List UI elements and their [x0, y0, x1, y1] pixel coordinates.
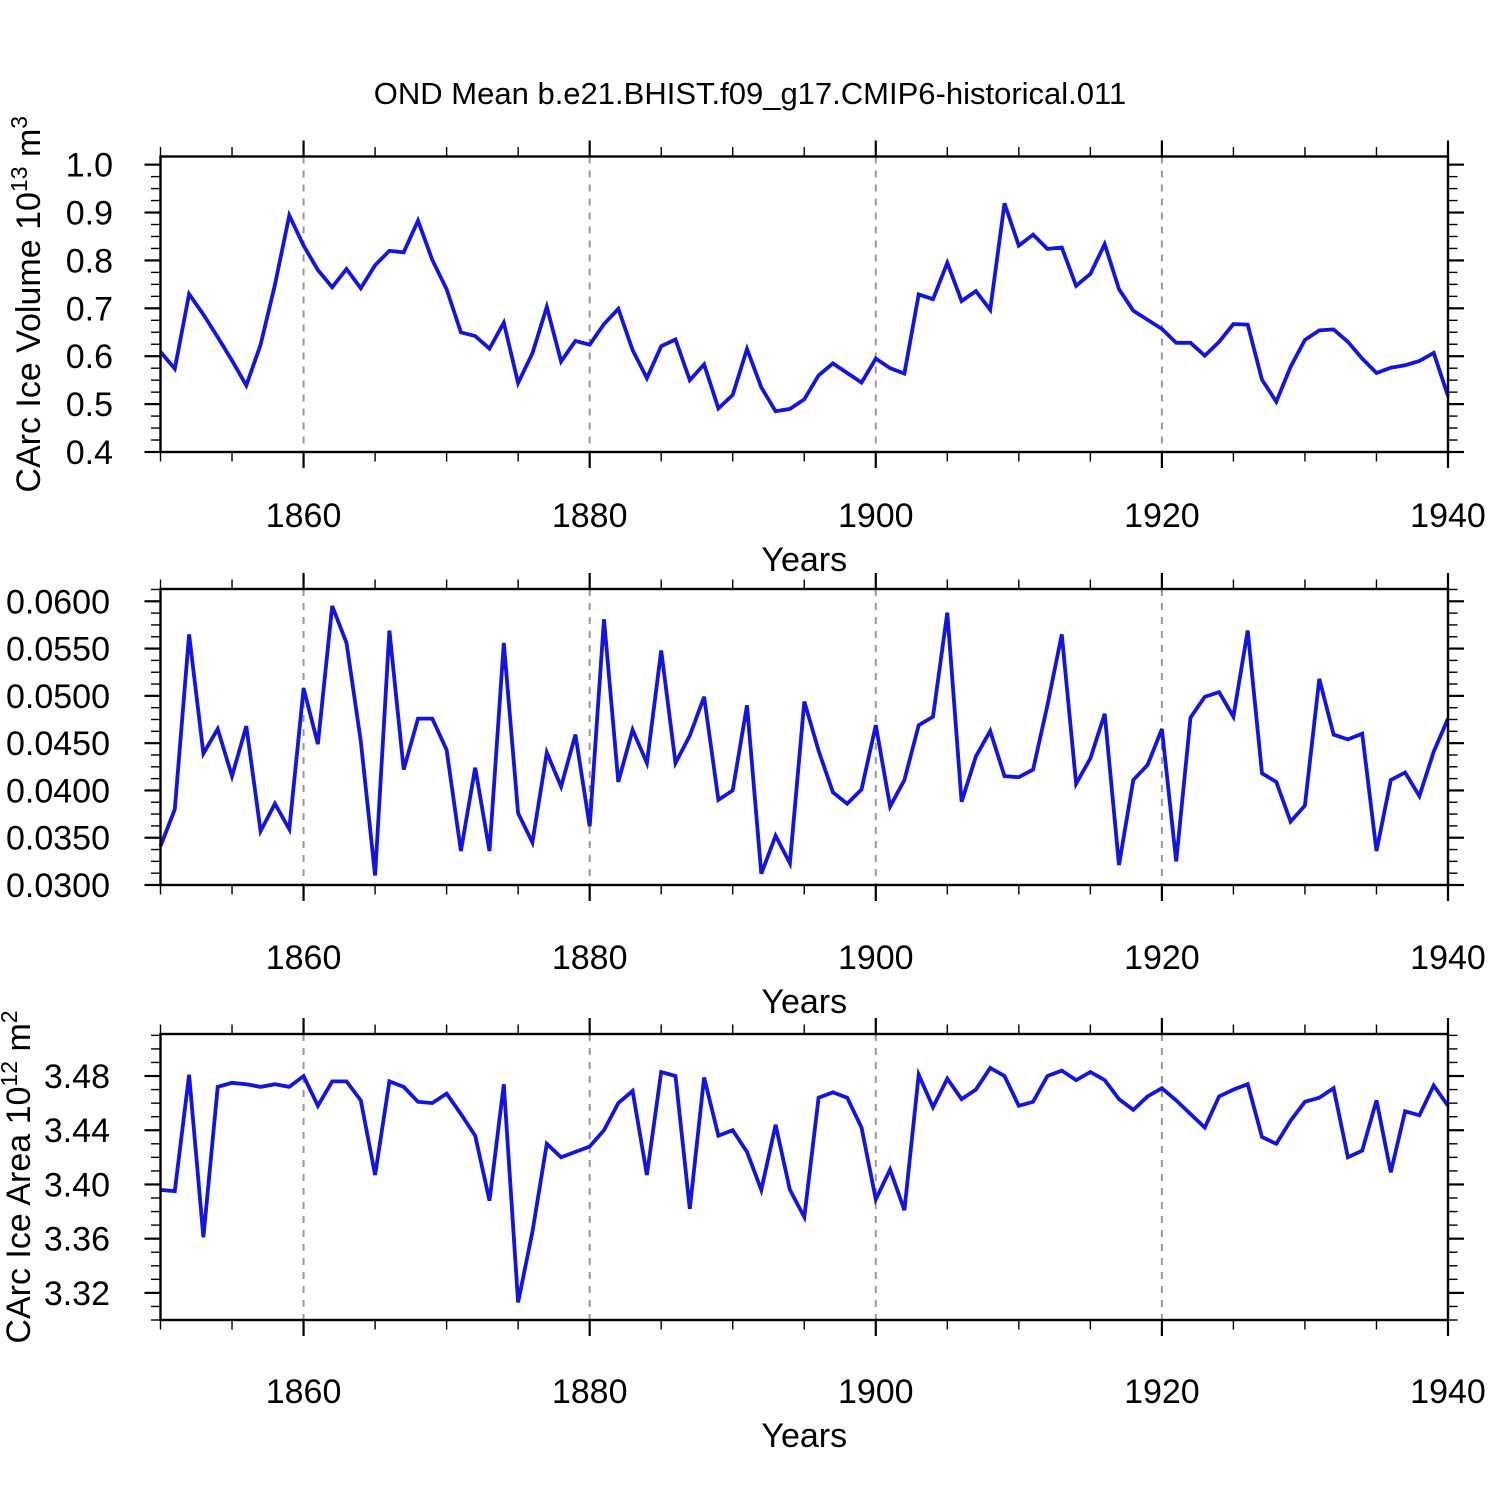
ice-volume-x-axis-title: Years	[761, 541, 847, 579]
ice-middle-ytick-label: 0.0450	[6, 725, 110, 763]
ice-middle-ytick-label: 0.0300	[6, 867, 110, 905]
panel-ice-middle: 0.0300 0.0350 0.0400 0.0450 0.0500 0.0550 0.06…	[6, 573, 1486, 1021]
ice-middle-series-line	[158, 605, 1450, 876]
ice-middle-y-ticks	[144, 588, 1464, 887]
ice-area-ytick-label: 3.44	[44, 1112, 110, 1150]
ice-area-ytick-label: 3.48	[44, 1058, 110, 1096]
panel-ice-area: 3.32 3.36 3.40 3.44 3.48 1860 1880 1900 1920 1940…	[0, 1010, 1486, 1455]
ice-area-xtick-label: 1860	[266, 1373, 342, 1411]
ice-volume-y-axis-title: CArc Ice Volume 1013 m3	[6, 116, 48, 493]
ice-volume-plot-box	[159, 155, 1450, 454]
ice-volume-xtick-label: 1880	[552, 497, 628, 535]
ice-volume-ytick-label: 1.0	[66, 147, 113, 185]
ice-volume-ytick-label: 0.9	[66, 195, 113, 233]
ice-middle-ytick-label: 0.0500	[6, 678, 110, 716]
ice-area-ytick-label: 3.40	[44, 1166, 110, 1204]
ice-volume-ytick-label: 0.8	[66, 242, 113, 280]
ice-area-x-ticks	[159, 1018, 1450, 1336]
ice-middle-xtick-label: 1860	[266, 939, 342, 977]
ice-area-xtick-label: 1920	[1124, 1373, 1200, 1411]
figure-title: OND Mean b.e21.BHIST.f09_g17.CMIP6-histo…	[373, 76, 1127, 111]
ice-volume-ytick-label: 0.6	[66, 338, 113, 376]
ice-volume-x-ticks	[159, 140, 1450, 468]
ice-volume-xtick-label: 1920	[1124, 497, 1200, 535]
ice-volume-y-ticks	[144, 163, 1464, 454]
ice-middle-xtick-label: 1900	[838, 939, 914, 977]
ice-middle-plot-box	[159, 587, 1450, 887]
ice-area-xtick-label: 1940	[1410, 1373, 1486, 1411]
ice-middle-ytick-label: 0.0550	[6, 631, 110, 669]
ice-area-xtick-label: 1880	[552, 1373, 628, 1411]
panel-ice-volume: 0.4 0.5 0.6 0.7 0.8 0.9 1.0 1860 1880 1900 1920 194…	[6, 116, 1486, 579]
ice-middle-xtick-label: 1880	[552, 939, 628, 977]
ice-middle-xtick-label: 1920	[1124, 939, 1200, 977]
ice-volume-ytick-label: 0.5	[66, 386, 113, 424]
ice-area-y-ticks	[144, 1034, 1464, 1321]
ice-volume-series-line	[159, 202, 1450, 414]
ice-middle-ytick-label: 0.0400	[6, 772, 110, 810]
ice-area-ytick-label: 3.36	[44, 1221, 110, 1259]
ice-area-ytick-label: 3.32	[44, 1275, 110, 1313]
ice-area-x-axis-title: Years	[761, 1417, 847, 1455]
ice-area-y-axis-title: CArc Ice Area 1012 m2	[0, 1010, 38, 1343]
ice-middle-ytick-label: 0.0600	[6, 583, 110, 621]
ice-area-plot-box	[159, 1032, 1450, 1322]
ice-area-series-line	[160, 1065, 1450, 1303]
ice-volume-xtick-label: 1900	[838, 497, 914, 535]
ice-middle-x-axis-title: Years	[761, 983, 847, 1021]
ice-area-xtick-label: 1900	[838, 1373, 914, 1411]
ice-middle-ytick-label: 0.0350	[6, 820, 110, 858]
ice-volume-xtick-label: 1860	[266, 497, 342, 535]
ice-volume-xtick-label: 1940	[1410, 497, 1486, 535]
ice-middle-xtick-label: 1940	[1410, 939, 1486, 977]
ice-middle-x-ticks	[159, 573, 1450, 901]
ice-volume-ytick-label: 0.4	[66, 434, 113, 472]
ice-volume-ytick-label: 0.7	[66, 290, 113, 328]
